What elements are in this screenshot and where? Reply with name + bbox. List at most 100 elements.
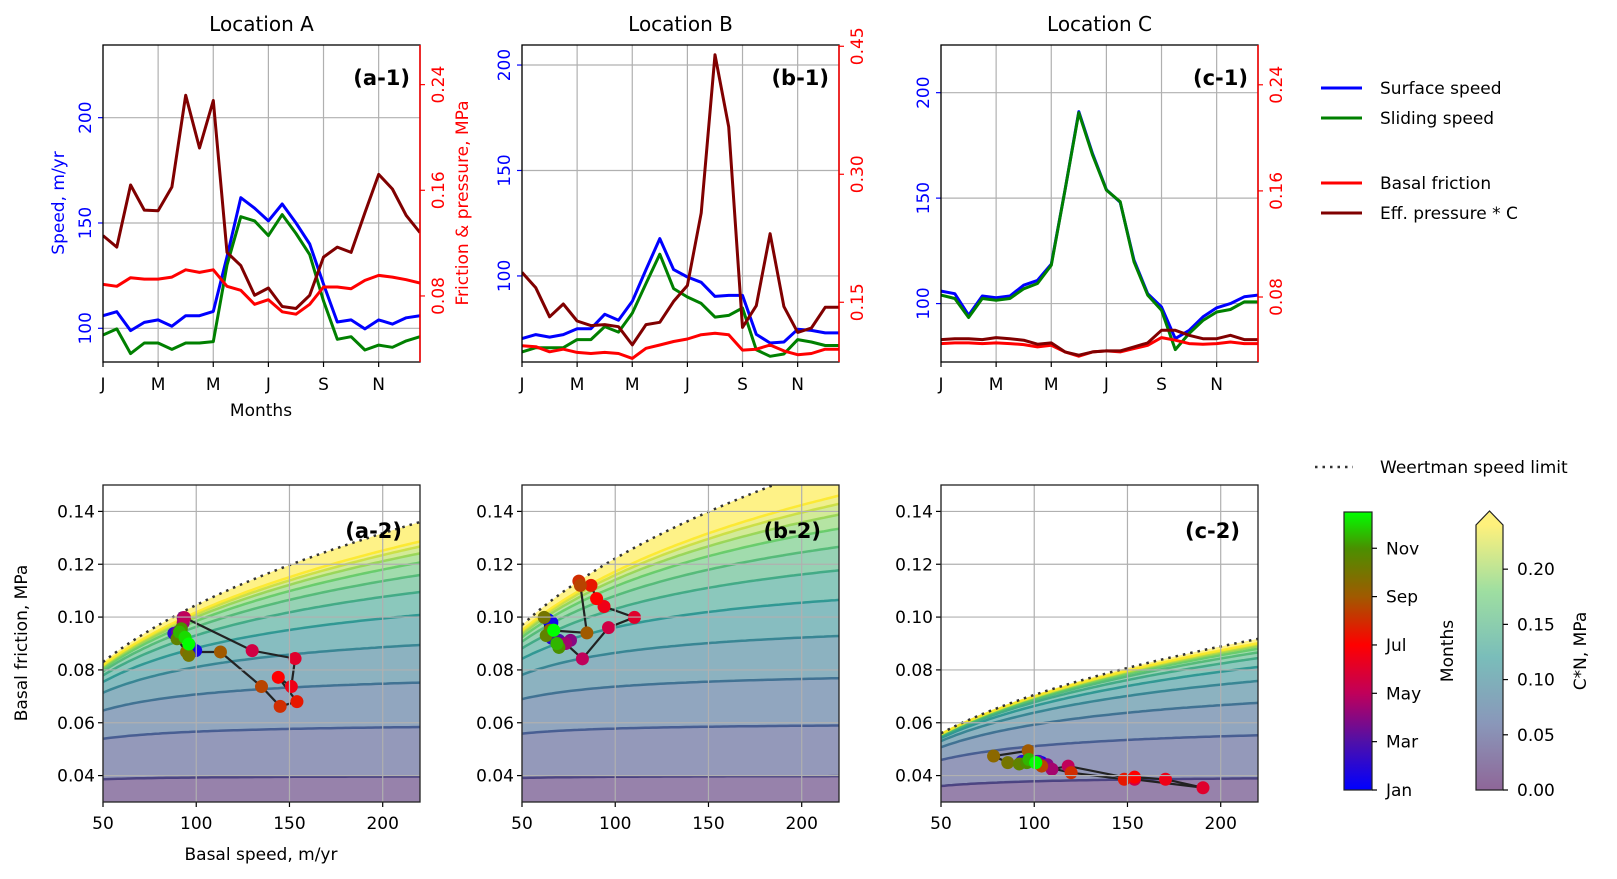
xtick-label: J [937, 375, 943, 395]
xtick-label: 50 [511, 814, 533, 834]
axes-frame [940, 484, 1259, 803]
legend-label-basal-friction: Basal friction [1380, 174, 1491, 194]
panel-title: Location C [1047, 12, 1152, 36]
contour-line [522, 724, 839, 735]
axes-frame [102, 484, 421, 803]
contour-band [941, 702, 1258, 760]
panel-title: Location B [628, 12, 733, 36]
xtick-label: S [1156, 375, 1167, 395]
scatter-point [584, 578, 598, 592]
scatter-point [575, 652, 589, 666]
months-axis-label: Months [230, 401, 292, 421]
scatter-point [1064, 766, 1078, 780]
ytick-label: 0.12 [895, 555, 933, 575]
basal-friction-axis-label: Basal friction, MPa [12, 565, 32, 721]
xtick-label: 50 [92, 814, 114, 834]
cn-colorbar-tick-label: 0.00 [1517, 781, 1555, 801]
ytick-label-left: 150 [914, 182, 934, 214]
cn-colorbar-extend-triangle [1476, 511, 1503, 525]
scatter-point [290, 695, 304, 709]
ytick-label: 0.10 [476, 608, 514, 628]
legend-label-eff-pressure: Eff. pressure * C [1380, 204, 1518, 224]
xtick-label: N [791, 375, 804, 395]
xtick-label: J [684, 375, 690, 395]
xtick-label: 100 [180, 814, 212, 834]
axes-frame [102, 44, 421, 363]
contour-line [522, 569, 839, 650]
ytick-label-right: 0.08 [1267, 278, 1287, 316]
contour-line [941, 665, 1258, 740]
series-line-surface-speed [103, 196, 420, 333]
panel-label: (a-1) [353, 66, 410, 90]
ytick-label: 0.14 [895, 502, 933, 522]
contour-band [522, 776, 839, 802]
contour-line [522, 774, 839, 780]
ytick-label-right: 0.24 [1267, 66, 1287, 104]
xtick-label: S [737, 375, 748, 395]
basal-speed-axis-label: Basal speed, m/yr [185, 845, 338, 865]
panel-c-2: 50 100 150 200 0.04 0.06 0.08 0.10 0.12 0.14 (c-2) [895, 484, 1259, 834]
ytick-label: 0.08 [895, 661, 933, 681]
months-colorbar-tick-label: Sep [1386, 588, 1418, 608]
xtick-label: M [625, 375, 640, 395]
xtick-label: J [265, 375, 271, 395]
scatter-point [602, 621, 616, 635]
xtick-label: N [1210, 375, 1223, 395]
contour-band [522, 678, 839, 734]
contour-line [941, 641, 1258, 736]
xtick-label: M [1044, 375, 1059, 395]
weertman-limit-line [522, 485, 778, 626]
panel-label: (b-2) [763, 519, 821, 543]
scatter-point [288, 652, 302, 666]
contour-group [103, 520, 420, 802]
months-colorbar-tick-label: Jan [1385, 781, 1412, 801]
scatter-point [547, 623, 561, 637]
contour-band [103, 546, 420, 667]
scatter-point [182, 648, 196, 662]
ytick-label-right: 0.08 [429, 277, 449, 315]
contour-line [103, 540, 420, 666]
ytick-label: 0.10 [57, 608, 95, 628]
contour-band [522, 495, 839, 632]
cn-colorbar-tick-label: 0.20 [1517, 560, 1555, 580]
xtick-label: 200 [366, 814, 398, 834]
scatter-point [1001, 756, 1015, 770]
series-group [941, 110, 1258, 358]
contour-line [103, 545, 420, 667]
ytick-label-right: 0.45 [848, 27, 868, 65]
ytick-label: 0.04 [476, 767, 514, 787]
scatter-point [987, 749, 1001, 763]
series-line-sliding-speed [941, 111, 1258, 352]
xtick-label: M [151, 375, 166, 395]
contour-band [522, 546, 839, 649]
contour-group [941, 637, 1258, 802]
contour-line [522, 513, 839, 636]
contour-line [941, 656, 1258, 738]
scatter-point [1159, 772, 1173, 786]
scatter-point [550, 637, 564, 650]
scatter-point [213, 645, 227, 659]
contour-band [103, 615, 420, 693]
panel-c-1: J M M J S N 100 150 200 0.08 0.16 0.24 Location C (c-… [914, 12, 1287, 395]
ytick-label: 0.10 [895, 608, 933, 628]
series-line-eff-pressure-c [941, 328, 1258, 357]
contour-line [941, 701, 1258, 749]
scatter-point [590, 592, 604, 606]
contour-band [522, 485, 839, 631]
xtick-label: J [99, 375, 105, 395]
series-line-surface-speed [941, 110, 1258, 341]
cn-colorbar-label: C*N, MPa [1571, 612, 1591, 690]
ytick-label-right: 0.16 [429, 171, 449, 209]
xtick-label: 100 [1018, 814, 1050, 834]
panel-b-1: J M M J S N 100 150 200 0.15 0.30 0.45 Location B (b-… [495, 12, 868, 395]
ytick-label-right: 0.24 [429, 66, 449, 104]
months-colorbar-tick-label: Mar [1386, 733, 1418, 753]
legend-label-surface-speed: Surface speed [1380, 79, 1502, 99]
weertman-limit-line [941, 637, 1258, 735]
legend-label-weertman: Weertman speed limit [1380, 458, 1568, 478]
scatter-point [273, 699, 287, 713]
ytick-label-left: 200 [76, 101, 96, 133]
contour-band [522, 636, 839, 700]
panel-label: (b-1) [771, 66, 829, 90]
